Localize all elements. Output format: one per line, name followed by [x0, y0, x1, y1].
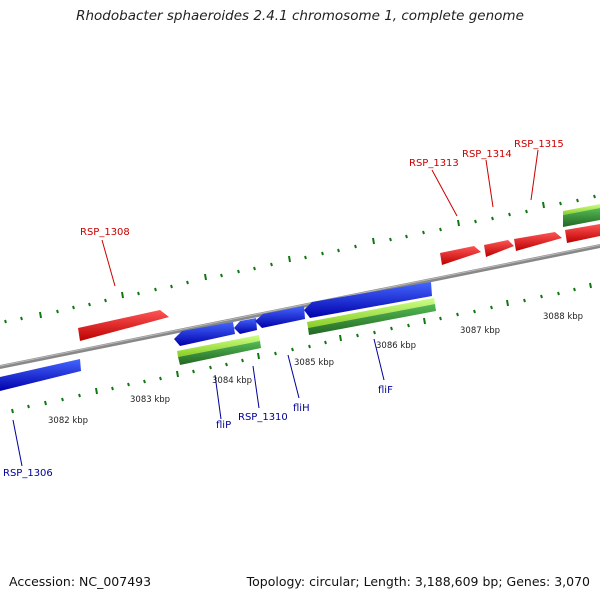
feature-partial-green[interactable] [563, 208, 600, 227]
feature-green-flip[interactable] [178, 341, 261, 365]
scale-tick-label: 3082 kbp [48, 416, 88, 426]
gene-label-flip: fliP [216, 420, 231, 431]
forward-leader-lines [101, 149, 539, 287]
gene-flip[interactable] [174, 322, 235, 346]
upper-green-features [563, 204, 600, 227]
scale-tick-label: 3084 kbp [212, 376, 252, 386]
gene-label-rsp-1306: RSP_1306 [3, 468, 53, 479]
scale-tick-label: 3083 kbp [130, 395, 170, 405]
scale-tick-label: 3086 kbp [376, 341, 416, 351]
gene-rsp-1310[interactable] [234, 318, 257, 334]
scale-tick-label: 3085 kbp [294, 358, 334, 368]
accession-text: Accession: NC_007493 [9, 574, 152, 589]
feature-green-flif[interactable] [308, 304, 436, 335]
gene-label-rsp-1310: RSP_1310 [238, 412, 288, 423]
topology-text: Topology: circular; Length: 3,188,609 bp… [246, 574, 590, 589]
reverse-tick-track [11, 282, 592, 414]
reverse-leader-lines [12, 338, 385, 467]
forward-tick-track [4, 194, 596, 324]
gene-rsp-1314[interactable] [484, 240, 514, 257]
gene-rsp-1308[interactable] [78, 310, 169, 341]
gene-rsp-1315[interactable] [514, 232, 562, 251]
reverse-genes [0, 282, 432, 391]
gene-label-rsp-1314: RSP_1314 [462, 149, 512, 160]
gene-flif[interactable] [304, 282, 432, 318]
map-title: Rhodobacter sphaeroides 2.4.1 chromosome… [76, 8, 524, 24]
gene-label-rsp-1308: RSP_1308 [80, 227, 130, 238]
gene-partial-red[interactable] [565, 224, 600, 243]
gene-label-rsp-1313: RSP_1313 [409, 158, 459, 169]
scale-tick-label: 3088 kbp [543, 312, 583, 322]
lower-green-features [177, 298, 436, 365]
gene-label-rsp-1315: RSP_1315 [514, 139, 564, 150]
scale-tick-label: 3087 kbp [460, 326, 500, 336]
forward-genes [78, 224, 600, 341]
gene-label-flih: fliH [293, 403, 310, 414]
gene-flih[interactable] [255, 306, 305, 328]
gene-rsp-1313[interactable] [440, 246, 481, 265]
chromosome-axis [0, 243, 600, 370]
gene-label-flif: fliF [378, 385, 393, 396]
gene-rsp-1306[interactable] [0, 359, 81, 391]
